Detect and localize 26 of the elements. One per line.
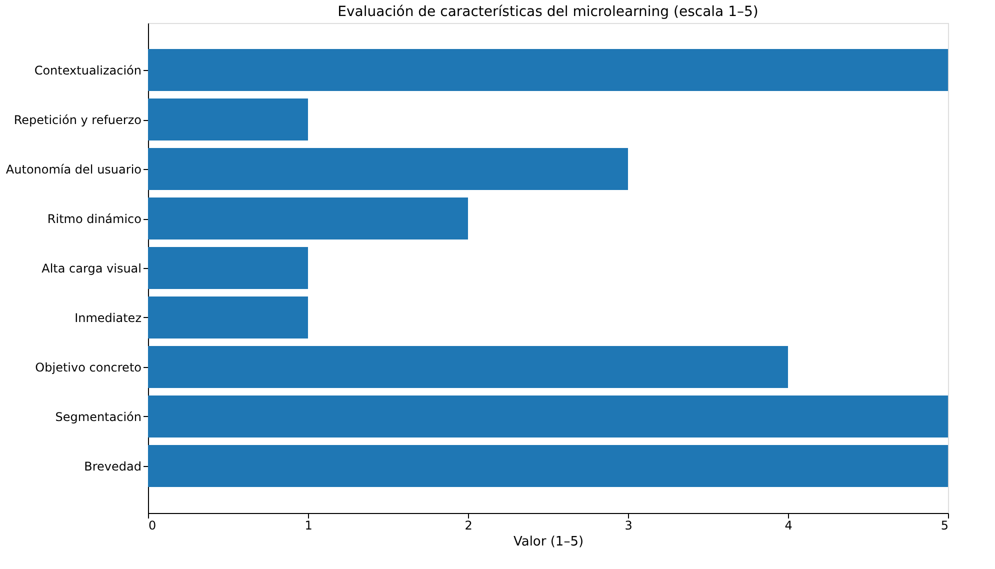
x-tick-label: 4 — [784, 518, 792, 532]
x-axis-title: Valor (1–5) — [513, 534, 584, 550]
x-tick-label: 5 — [940, 518, 948, 532]
y-tick-label: Contextualización — [34, 64, 142, 78]
bar — [148, 49, 948, 92]
chart-title: Evaluación de características del microlearning (escala 1–5) — [338, 4, 758, 20]
bar — [148, 198, 468, 240]
y-tick-label: Repetición y refuerzo — [14, 113, 142, 128]
y-tick-label: Segmentación — [55, 410, 142, 424]
y-tick-label: Alta carga visual — [42, 262, 142, 276]
y-tick-label: Objetivo concreto — [35, 360, 142, 374]
y-tick-label: Inmediatez — [74, 310, 142, 325]
y-tick-label: Autonomía del usuario — [6, 162, 142, 177]
bar — [148, 395, 948, 438]
bar — [148, 346, 788, 388]
y-tick-label: Ritmo dinámico — [47, 212, 142, 226]
y-tick-label: Brevedad — [84, 459, 142, 474]
x-tick-label: 2 — [464, 518, 472, 532]
bar — [148, 98, 308, 141]
bar — [148, 296, 308, 338]
bar — [148, 444, 948, 487]
bar — [148, 247, 308, 289]
x-tick-label: 0 — [148, 518, 156, 532]
bar — [148, 148, 628, 190]
x-tick-label: 1 — [304, 518, 312, 532]
x-tick-label: 3 — [624, 518, 632, 532]
